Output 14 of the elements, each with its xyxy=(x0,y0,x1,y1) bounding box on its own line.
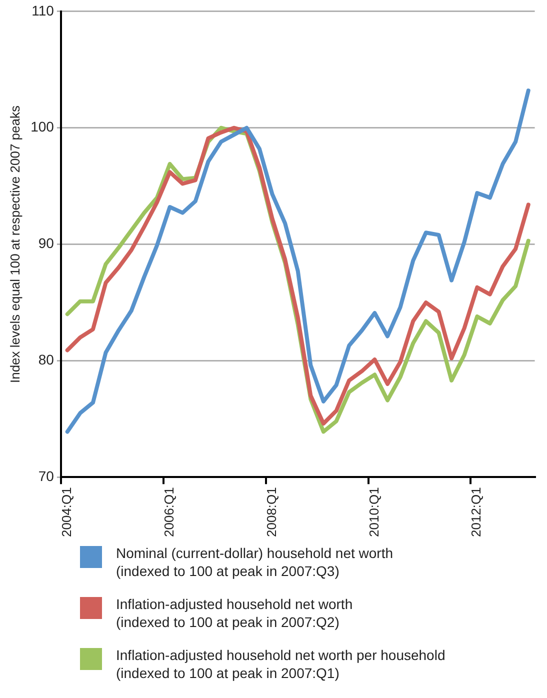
y-tick-label: 110 xyxy=(32,2,54,18)
y-tick-label: 80 xyxy=(38,352,54,368)
x-tick-label: 2004:Q1 xyxy=(58,487,74,537)
legend-label: Inflation-adjusted household net worth (indexed to 100 at peak in 2007:Q2) xyxy=(116,595,353,631)
x-tick-label: 2006:Q1 xyxy=(161,487,176,537)
legend-label: Inflation-adjusted household net worth per household (indexed to 100 at peak in 2007:Q1) xyxy=(116,646,446,682)
y-tick-label: 70 xyxy=(38,468,54,484)
y-tick-label: 90 xyxy=(38,235,54,252)
x-tick-label: 2012:Q1 xyxy=(468,487,484,537)
y-axis-title: Index levels equal 100 at respective 2007 peaks xyxy=(7,105,22,384)
x-tick-label: 2008:Q1 xyxy=(264,487,279,537)
x-tick-label: 2010:Q1 xyxy=(366,487,382,537)
legend-label: Nominal (current-dollar) household net worth (indexed to 100 at peak in 2007:Q3) xyxy=(116,544,394,580)
y-tick-label: 100 xyxy=(30,118,54,135)
